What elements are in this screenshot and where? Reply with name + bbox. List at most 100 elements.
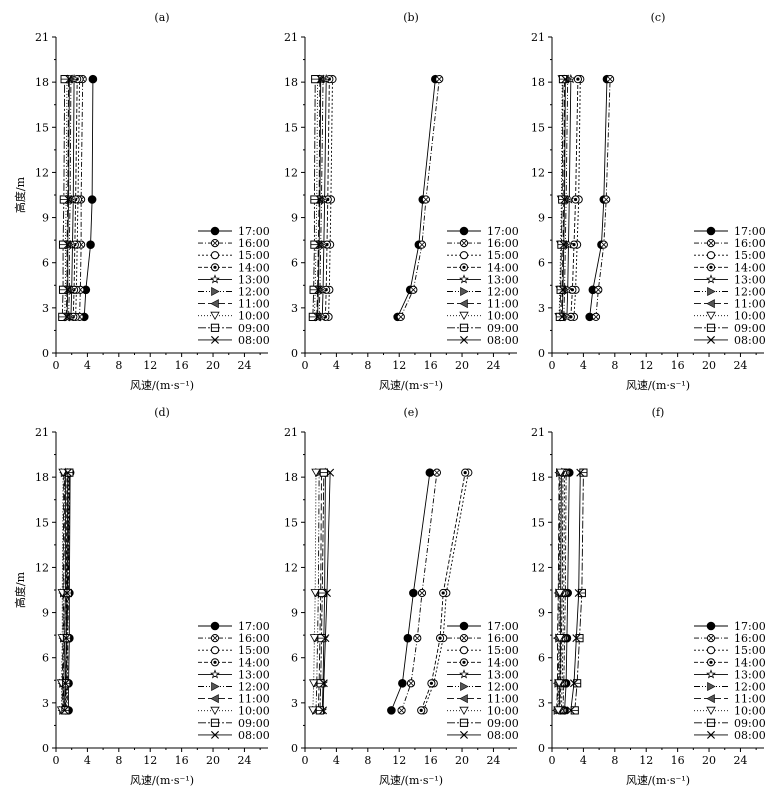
data-point <box>435 75 444 84</box>
legend-label: 15:00 <box>238 249 270 262</box>
y-tick-label: 0 <box>291 347 298 360</box>
data-point <box>316 75 325 84</box>
legend-marker <box>210 299 219 309</box>
legend-label: 12:00 <box>487 681 519 694</box>
data-point <box>315 195 324 204</box>
data-point <box>570 706 579 715</box>
data-point <box>568 285 577 294</box>
x-tick-label: 4 <box>84 359 91 372</box>
series-0800 <box>60 468 72 715</box>
legend-marker <box>459 323 469 332</box>
y-tick-label: 3 <box>291 697 298 710</box>
data-point <box>569 679 578 688</box>
legend-marker <box>460 287 469 296</box>
legend-label: 14:00 <box>734 261 766 274</box>
data-point <box>435 634 445 643</box>
legend-label: 17:00 <box>238 620 270 633</box>
data-point <box>308 312 317 321</box>
y-tick-label: 3 <box>291 302 298 315</box>
series-1600 <box>591 75 615 321</box>
legend-label: 13:00 <box>734 668 766 681</box>
data-point <box>308 679 319 688</box>
legend-label: 15:00 <box>238 644 270 657</box>
legend-marker <box>459 311 469 321</box>
x-tick-label: 20 <box>206 754 220 767</box>
data-point <box>409 588 418 598</box>
legend-label: 10:00 <box>487 310 519 323</box>
data-point <box>310 240 319 249</box>
series-1000 <box>308 468 321 715</box>
legend-marker <box>459 634 469 643</box>
y-tick-label: 21 <box>35 31 49 44</box>
series-0900 <box>61 468 74 715</box>
x-tick-label: 0 <box>302 754 309 767</box>
legend: 17:0016:0015:0014:0013:0012:0011:0010:00… <box>694 620 766 742</box>
legend-label: 14:00 <box>238 261 270 274</box>
data-point <box>58 285 68 294</box>
legend-label: 11:00 <box>238 693 270 706</box>
y-tick-label: 3 <box>538 302 545 315</box>
x-tick-label: 0 <box>549 754 556 767</box>
legend-marker <box>459 226 469 236</box>
y-axis-label: 高度/m <box>13 176 27 213</box>
panel-f: (f) 0 4 8 12 16 20 24 0 3 6 9 12 15 18 21 风速/(m·s⁻¹) 17:0… <box>531 406 766 787</box>
legend: 17:0016:0015:0014:0013:0012:0011:0010:00… <box>198 225 270 347</box>
x-tick-label: 8 <box>611 754 618 767</box>
panel-title: (e) <box>403 406 418 419</box>
data-point <box>314 285 323 294</box>
x-tick-label: 12 <box>143 754 157 767</box>
data-point <box>409 285 418 294</box>
legend-marker <box>210 621 220 631</box>
legend-label: 08:00 <box>734 334 766 347</box>
series-0800 <box>566 468 585 715</box>
y-tick-label: 15 <box>284 121 298 134</box>
x-tick-label: 24 <box>486 359 500 372</box>
panel-title: (a) <box>154 11 169 24</box>
y-tick-label: 9 <box>538 607 545 620</box>
y-tick-label: 3 <box>42 697 49 710</box>
legend-marker <box>707 287 716 296</box>
panel-title: (b) <box>403 11 419 24</box>
x-tick-label: 8 <box>364 754 371 767</box>
y-tick-label: 12 <box>284 166 298 179</box>
data-point <box>309 634 320 643</box>
legend-label: 13:00 <box>487 668 519 681</box>
legend-marker <box>706 718 716 727</box>
legend-marker <box>459 669 469 679</box>
x-tick-label: 16 <box>424 754 438 767</box>
data-point <box>602 195 611 204</box>
y-tick-label: 15 <box>284 516 298 529</box>
data-point <box>397 706 406 715</box>
data-point <box>308 706 318 715</box>
y-tick-label: 6 <box>291 652 298 665</box>
legend-marker <box>706 299 715 309</box>
y-tick-label: 18 <box>284 471 298 484</box>
data-point <box>62 634 71 643</box>
x-tick-label: 4 <box>84 754 91 767</box>
series-1600 <box>397 468 442 715</box>
legend-label: 16:00 <box>734 237 766 250</box>
data-point <box>319 706 328 715</box>
data-point <box>398 678 407 688</box>
x-tick-label: 24 <box>486 754 500 767</box>
legend-label: 08:00 <box>734 729 766 742</box>
legend-label: 16:00 <box>238 632 270 645</box>
panel-e: (e) 0 4 8 12 16 20 24 0 3 6 9 12 15 18 21 风速/(m·s⁻¹) 17:0… <box>284 406 519 787</box>
x-tick-label: 8 <box>611 359 618 372</box>
y-tick-label: 0 <box>291 742 298 755</box>
y-tick-label: 0 <box>538 742 545 755</box>
legend-marker <box>706 646 716 655</box>
data-point <box>63 285 72 294</box>
legend-label: 14:00 <box>734 656 766 669</box>
x-tick-label: 24 <box>733 754 747 767</box>
y-tick-label: 12 <box>531 166 545 179</box>
y-tick-label: 9 <box>42 607 49 620</box>
legend-label: 10:00 <box>734 705 766 718</box>
x-axis-label: 风速/(m·s⁻¹) <box>626 774 690 787</box>
legend-label: 10:00 <box>487 705 519 718</box>
x-axis-label: 风速/(m·s⁻¹) <box>626 379 690 392</box>
legend-marker <box>706 239 716 248</box>
y-tick-label: 12 <box>35 166 49 179</box>
series-1000 <box>553 468 566 715</box>
